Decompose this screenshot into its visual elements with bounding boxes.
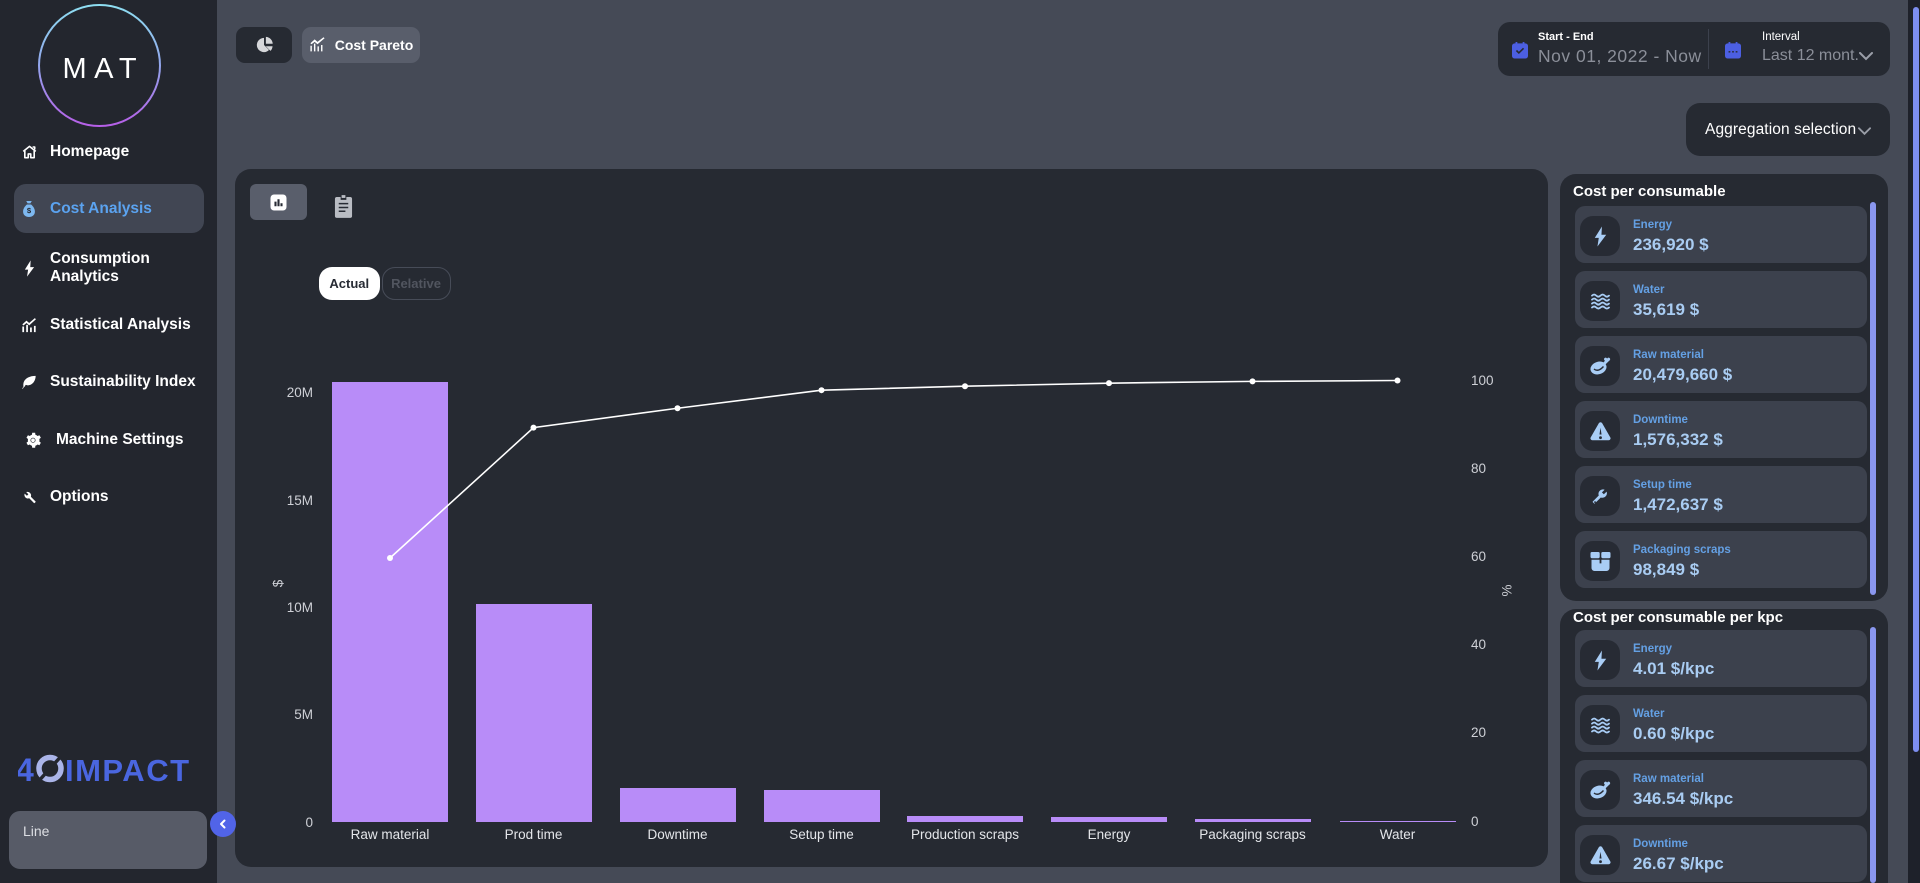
svg-text:IMPACT: IMPACT [65, 753, 191, 785]
svg-text:4: 4 [18, 752, 34, 785]
svg-text:$: $ [27, 206, 32, 215]
